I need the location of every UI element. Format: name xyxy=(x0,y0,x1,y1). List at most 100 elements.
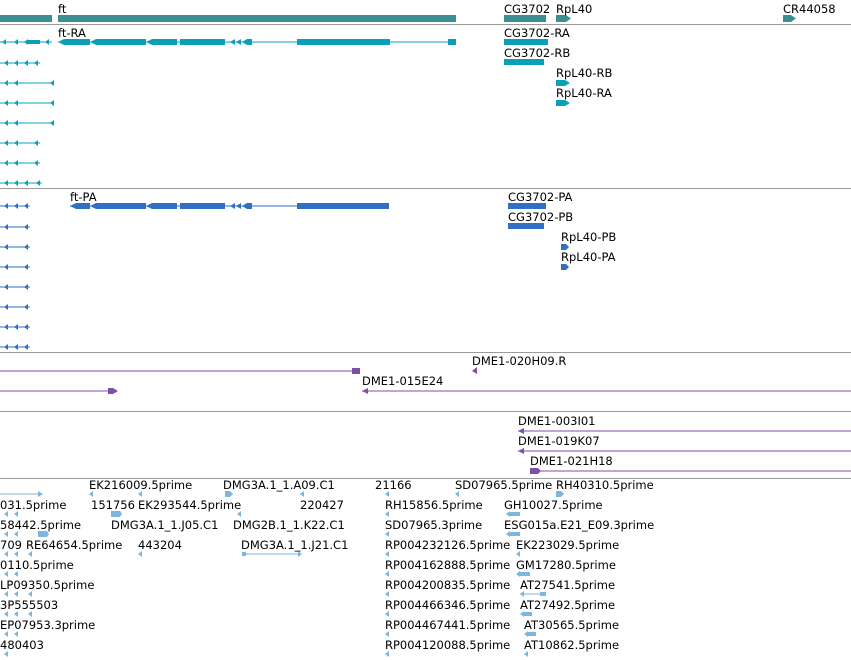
est-label[interactable]: 480403 xyxy=(0,638,44,652)
est-label[interactable]: LP09350.5prime xyxy=(0,578,95,592)
clone-label[interactable]: DME1-019K07 xyxy=(518,434,600,448)
clone-glyph-dme1-019k07[interactable] xyxy=(518,448,851,454)
est-glyph[interactable] xyxy=(4,591,546,597)
est-label[interactable]: RP004120088.5prime xyxy=(385,638,511,652)
est-label[interactable]: 0110.5prime xyxy=(0,558,74,572)
clone-label[interactable]: DME1-015E24 xyxy=(362,374,444,388)
track-separator xyxy=(0,478,851,479)
transcript-label[interactable]: RpL40-RB xyxy=(556,66,613,80)
est-glyph[interactable] xyxy=(225,491,304,497)
transcript-glyph-left-cluster[interactable] xyxy=(0,39,54,186)
est-glyph[interactable] xyxy=(4,551,520,557)
protein-label[interactable]: RpL40-PA xyxy=(561,250,616,264)
est-label[interactable]: RP004200835.5prime xyxy=(385,578,511,592)
transcript-label[interactable]: RpL40-RA xyxy=(556,86,612,100)
clone-glyph[interactable] xyxy=(0,388,118,394)
est-label[interactable]: DMG3A.1_1.A09.C1 xyxy=(223,478,335,492)
est-label[interactable]: SD07965.5prime xyxy=(455,478,553,492)
protein-glyph-cg3702-pa[interactable] xyxy=(508,203,546,209)
est-glyph[interactable] xyxy=(4,651,528,657)
est-glyph[interactable] xyxy=(0,491,43,497)
est-label[interactable]: 3P555503 xyxy=(0,598,59,612)
est-label[interactable]: EP07953.3prime xyxy=(0,618,96,632)
est-label[interactable]: DMG3A.1_1.J05.C1 xyxy=(111,518,219,532)
protein-glyph-rpl40-pb[interactable] xyxy=(561,244,569,250)
protein-glyph-cg3702-pb[interactable] xyxy=(508,223,544,229)
track-separator xyxy=(0,24,851,25)
est-glyph[interactable] xyxy=(4,631,536,637)
protein-label[interactable]: CG3702-PB xyxy=(508,210,574,224)
est-label[interactable]: SD07965.3prime xyxy=(385,518,483,532)
clone-glyph-dme1-003i01[interactable] xyxy=(518,428,851,434)
transcript-track-b-glyphs xyxy=(0,203,569,350)
est-label[interactable]: 709 xyxy=(0,538,22,552)
est-glyph[interactable] xyxy=(4,571,530,577)
gene-glyph-cr44058[interactable] xyxy=(783,15,796,22)
est-glyph[interactable] xyxy=(4,611,532,617)
track-separator xyxy=(0,352,851,353)
est-glyph[interactable] xyxy=(385,491,564,497)
gene-label[interactable]: CR44058 xyxy=(783,2,836,16)
est-label[interactable]: AT30565.5prime xyxy=(524,618,620,632)
est-label[interactable]: ESG015a.E21_E09.3prime xyxy=(504,518,655,532)
transcript-glyph-rpl40-rb[interactable] xyxy=(556,80,570,86)
transcript-label[interactable]: ft-RA xyxy=(58,26,86,40)
protein-glyph-left-cluster[interactable] xyxy=(0,203,30,350)
transcript-label[interactable]: CG3702-RA xyxy=(504,26,570,40)
transcript-glyph-rpl40-ra[interactable] xyxy=(556,100,570,106)
protein-glyph-rpl40-pa[interactable] xyxy=(561,264,569,270)
clone-label[interactable]: DME1-020H09.R xyxy=(472,354,567,368)
est-label[interactable]: RP004232126.5prime xyxy=(385,538,511,552)
est-glyph[interactable] xyxy=(89,491,142,497)
protein-label[interactable]: CG3702-PA xyxy=(508,190,573,204)
est-label[interactable]: GM17280.5prime xyxy=(516,558,616,572)
clone-glyph[interactable] xyxy=(0,368,360,374)
est-label[interactable]: DMG3A.1_1.J21.C1 xyxy=(241,538,349,552)
est-label[interactable]: 58442.5prime xyxy=(0,518,82,532)
est-label[interactable]: 151756 xyxy=(91,498,135,512)
gene-glyph-cg3702[interactable] xyxy=(504,15,546,22)
est-label[interactable]: RH15856.5prime xyxy=(385,498,483,512)
transcript-label[interactable]: CG3702-RB xyxy=(504,46,571,60)
est-label[interactable]: EK293544.5prime xyxy=(138,498,242,512)
est-track-glyphs xyxy=(0,491,564,657)
protein-label[interactable]: ft-PA xyxy=(70,190,97,204)
est-label[interactable]: RP004162888.5prime xyxy=(385,558,511,572)
est-label[interactable]: EK223029.5prime xyxy=(516,538,620,552)
est-glyph[interactable] xyxy=(4,511,520,517)
clone-label[interactable]: DME1-021H18 xyxy=(530,454,613,468)
transcript-glyph-ft-pa[interactable] xyxy=(70,203,389,209)
gene-glyph-ft[interactable] xyxy=(58,15,456,22)
clone-track-b-glyphs xyxy=(518,428,851,474)
clone-glyph-dme1-015e24[interactable] xyxy=(362,388,851,394)
clone-label[interactable]: DME1-003I01 xyxy=(518,414,596,428)
est-label[interactable]: 031.5prime xyxy=(0,498,67,512)
est-glyph[interactable] xyxy=(4,531,520,537)
transcript-glyph-ft-ra[interactable] xyxy=(58,39,456,45)
clone-glyph-dme1-020h09[interactable] xyxy=(472,367,477,374)
clone-track-a-glyphs xyxy=(0,367,851,394)
track-separator xyxy=(0,188,851,189)
est-label[interactable]: RP004467441.5prime xyxy=(385,618,511,632)
protein-label[interactable]: RpL40-PB xyxy=(561,230,617,244)
est-label[interactable]: AT10862.5prime xyxy=(524,638,620,652)
est-label[interactable]: AT27541.5prime xyxy=(520,578,616,592)
est-label[interactable]: DMG2B.1_1.K22.C1 xyxy=(233,518,345,532)
est-label[interactable]: RP004466346.5prime xyxy=(385,598,511,612)
transcript-glyph-cg3702-ra[interactable] xyxy=(504,39,548,45)
est-label[interactable]: AT27492.5prime xyxy=(520,598,616,612)
est-label[interactable]: EK216009.5prime xyxy=(89,478,193,492)
gene-label[interactable]: CG3702 xyxy=(504,2,551,16)
est-label[interactable]: 21166 xyxy=(375,478,412,492)
gene-label[interactable]: ft xyxy=(58,2,67,16)
gene-label[interactable]: RpL40 xyxy=(556,2,593,16)
transcript-glyph-cg3702-rb[interactable] xyxy=(504,59,544,65)
est-label[interactable]: 443204 xyxy=(138,538,182,552)
est-label[interactable]: GH10027.5prime xyxy=(504,498,603,512)
clone-glyph-dme1-021h18[interactable] xyxy=(530,468,851,474)
est-label[interactable]: 220427 xyxy=(300,498,344,512)
est-label[interactable]: RE64654.5prime xyxy=(26,538,123,552)
gene-glyph[interactable] xyxy=(0,15,52,22)
gene-glyph-rpl40[interactable] xyxy=(556,15,571,22)
est-label[interactable]: RH40310.5prime xyxy=(556,478,654,492)
